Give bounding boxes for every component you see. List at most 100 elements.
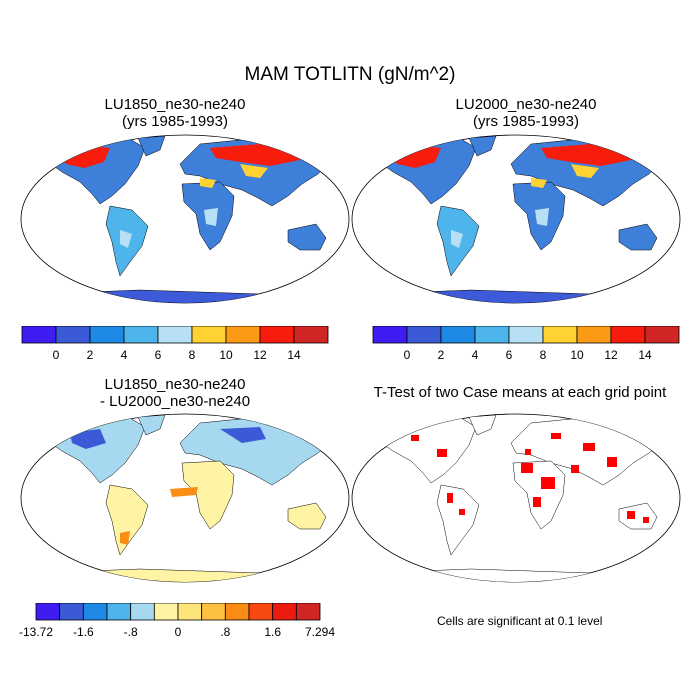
- colorbar-box: [55, 326, 91, 344]
- colorbar-tick-label: 12: [604, 348, 618, 362]
- australia: [618, 223, 658, 251]
- colorbar-tick-label: 0: [404, 348, 411, 362]
- panel2-title: LU2000_ne30-ne240 (yrs 1985-1993): [356, 96, 696, 130]
- colorbar-tick-label: 10: [219, 348, 233, 362]
- greenland: [137, 135, 166, 157]
- colorbar-top-right: 0 2 4 6 8 10 12 14: [372, 326, 680, 362]
- land-group: [378, 414, 664, 582]
- significant-cells: [411, 433, 649, 523]
- colorbar-tick-label: -.8: [124, 625, 138, 639]
- colorbar-box: [440, 326, 476, 344]
- colorbar-box: [644, 326, 680, 344]
- panel3-title: LU1850_ne30-ne240 - LU2000_ne30-ne240: [5, 376, 345, 410]
- colorbar-box: [82, 603, 108, 621]
- australia: [287, 502, 327, 530]
- panel4-title: T-Test of two Case means at each grid po…: [340, 384, 700, 401]
- colorbar-tick-label: 4: [121, 348, 128, 362]
- map-panel-4: [351, 413, 681, 583]
- colorbar-box: [224, 603, 250, 621]
- colorbar-box: [201, 603, 226, 621]
- africa: [181, 460, 235, 530]
- panel2-title-line2: (yrs 1985-1993): [473, 113, 579, 130]
- colorbar-tick-label: 2: [87, 348, 94, 362]
- colorbar-tick-label: 14: [287, 348, 301, 362]
- light-patches: [451, 208, 549, 248]
- colorbar-labels: 0 2 4 6 8 10 12 14: [404, 348, 652, 362]
- land-group: [47, 135, 333, 303]
- colorbar-tick-label: 0: [53, 348, 60, 362]
- colorbar-box: [259, 326, 295, 344]
- australia: [287, 223, 327, 251]
- colorbar-labels: -13.72 -1.6 -.8 0 .8 1.6 7.294: [19, 625, 335, 639]
- colorbar-tick-label: .8: [220, 625, 230, 639]
- colorbar-box: [248, 603, 274, 621]
- colorbar-tick-label: 6: [155, 348, 162, 362]
- colorbar-tick-label: 7.294: [305, 625, 335, 639]
- colorbar-tick-label: -13.72: [19, 625, 53, 639]
- colorbar-top-left: 0 2 4 6 8 10 12 14: [21, 326, 329, 362]
- colorbar-box: [372, 326, 408, 344]
- panel1-title: LU1850_ne30-ne240 (yrs 1985-1993): [5, 96, 345, 130]
- colorbar-tick-label: 4: [472, 348, 479, 362]
- panel2-title-line1: LU2000_ne30-ne240: [455, 96, 597, 113]
- colorbar-tick-label: 2: [438, 348, 445, 362]
- colorbar-tick-label: 6: [506, 348, 513, 362]
- map-panel-2: [351, 134, 681, 304]
- greenland: [468, 414, 497, 436]
- colorbar-tick-label: -1.6: [73, 625, 94, 639]
- panel4-title-line1: T-Test of two Case means at each grid po…: [373, 384, 667, 401]
- colorbar-box: [191, 326, 227, 344]
- colorbar-box: [295, 603, 321, 621]
- colorbar-box: [59, 603, 84, 621]
- panel3-title-line2: - LU2000_ne30-ne240: [99, 393, 251, 410]
- positive-patches: [120, 487, 198, 545]
- colorbar-box: [225, 326, 261, 344]
- colorbar-box: [542, 326, 578, 344]
- colorbar-box: [610, 326, 646, 344]
- colorbar-tick-label: 1.6: [264, 625, 281, 639]
- colorbar-box: [35, 603, 61, 621]
- greenland: [137, 414, 166, 436]
- colorbar-box: [177, 603, 203, 621]
- colorbar-boxes: [35, 603, 321, 621]
- colorbar-box: [474, 326, 510, 344]
- south-america: [105, 484, 149, 556]
- colorbar-bottom-left: -13.72 -1.6 -.8 0 .8 1.6 7.294: [19, 603, 335, 639]
- colorbar-box: [508, 326, 544, 344]
- colorbar-box: [406, 326, 442, 344]
- colorbar-boxes: [21, 326, 329, 344]
- colorbar-box: [89, 326, 125, 344]
- colorbar-box: [153, 603, 179, 621]
- colorbar-tick-label: 12: [253, 348, 267, 362]
- colorbar-labels: 0 2 4 6 8 10 12 14: [53, 348, 301, 362]
- medium-value-patches: [531, 164, 599, 188]
- negative-patches: [70, 427, 266, 449]
- colorbar-box: [576, 326, 612, 344]
- panel1-title-line2: (yrs 1985-1993): [122, 113, 228, 130]
- significance-note: Cells are significant at 0.1 level: [437, 614, 603, 628]
- colorbar-tick-label: 14: [638, 348, 652, 362]
- antarctica: [390, 289, 652, 303]
- colorbar-boxes: [372, 326, 680, 344]
- figure-title: MAM TOTLITN (gN/m^2): [244, 64, 456, 85]
- antarctica: [390, 568, 652, 582]
- medium-value-patches: [200, 164, 268, 188]
- greenland: [468, 135, 497, 157]
- panel3-title-line1: LU1850_ne30-ne240: [104, 376, 246, 393]
- colorbar-box: [272, 603, 297, 621]
- panel1-title-line1: LU1850_ne30-ne240: [104, 96, 246, 113]
- light-patches: [120, 208, 218, 248]
- antarctica: [59, 568, 321, 582]
- map-panel-1: [20, 134, 350, 304]
- colorbar-box: [157, 326, 193, 344]
- colorbar-tick-label: 10: [570, 348, 584, 362]
- colorbar-box: [293, 326, 329, 344]
- colorbar-tick-label: 0: [175, 625, 182, 639]
- land-group: [47, 414, 333, 582]
- antarctica: [59, 289, 321, 303]
- colorbar-tick-label: 8: [189, 348, 196, 362]
- colorbar-box: [106, 603, 132, 621]
- colorbar-tick-label: 8: [540, 348, 547, 362]
- colorbar-box: [123, 326, 159, 344]
- colorbar-box: [21, 326, 57, 344]
